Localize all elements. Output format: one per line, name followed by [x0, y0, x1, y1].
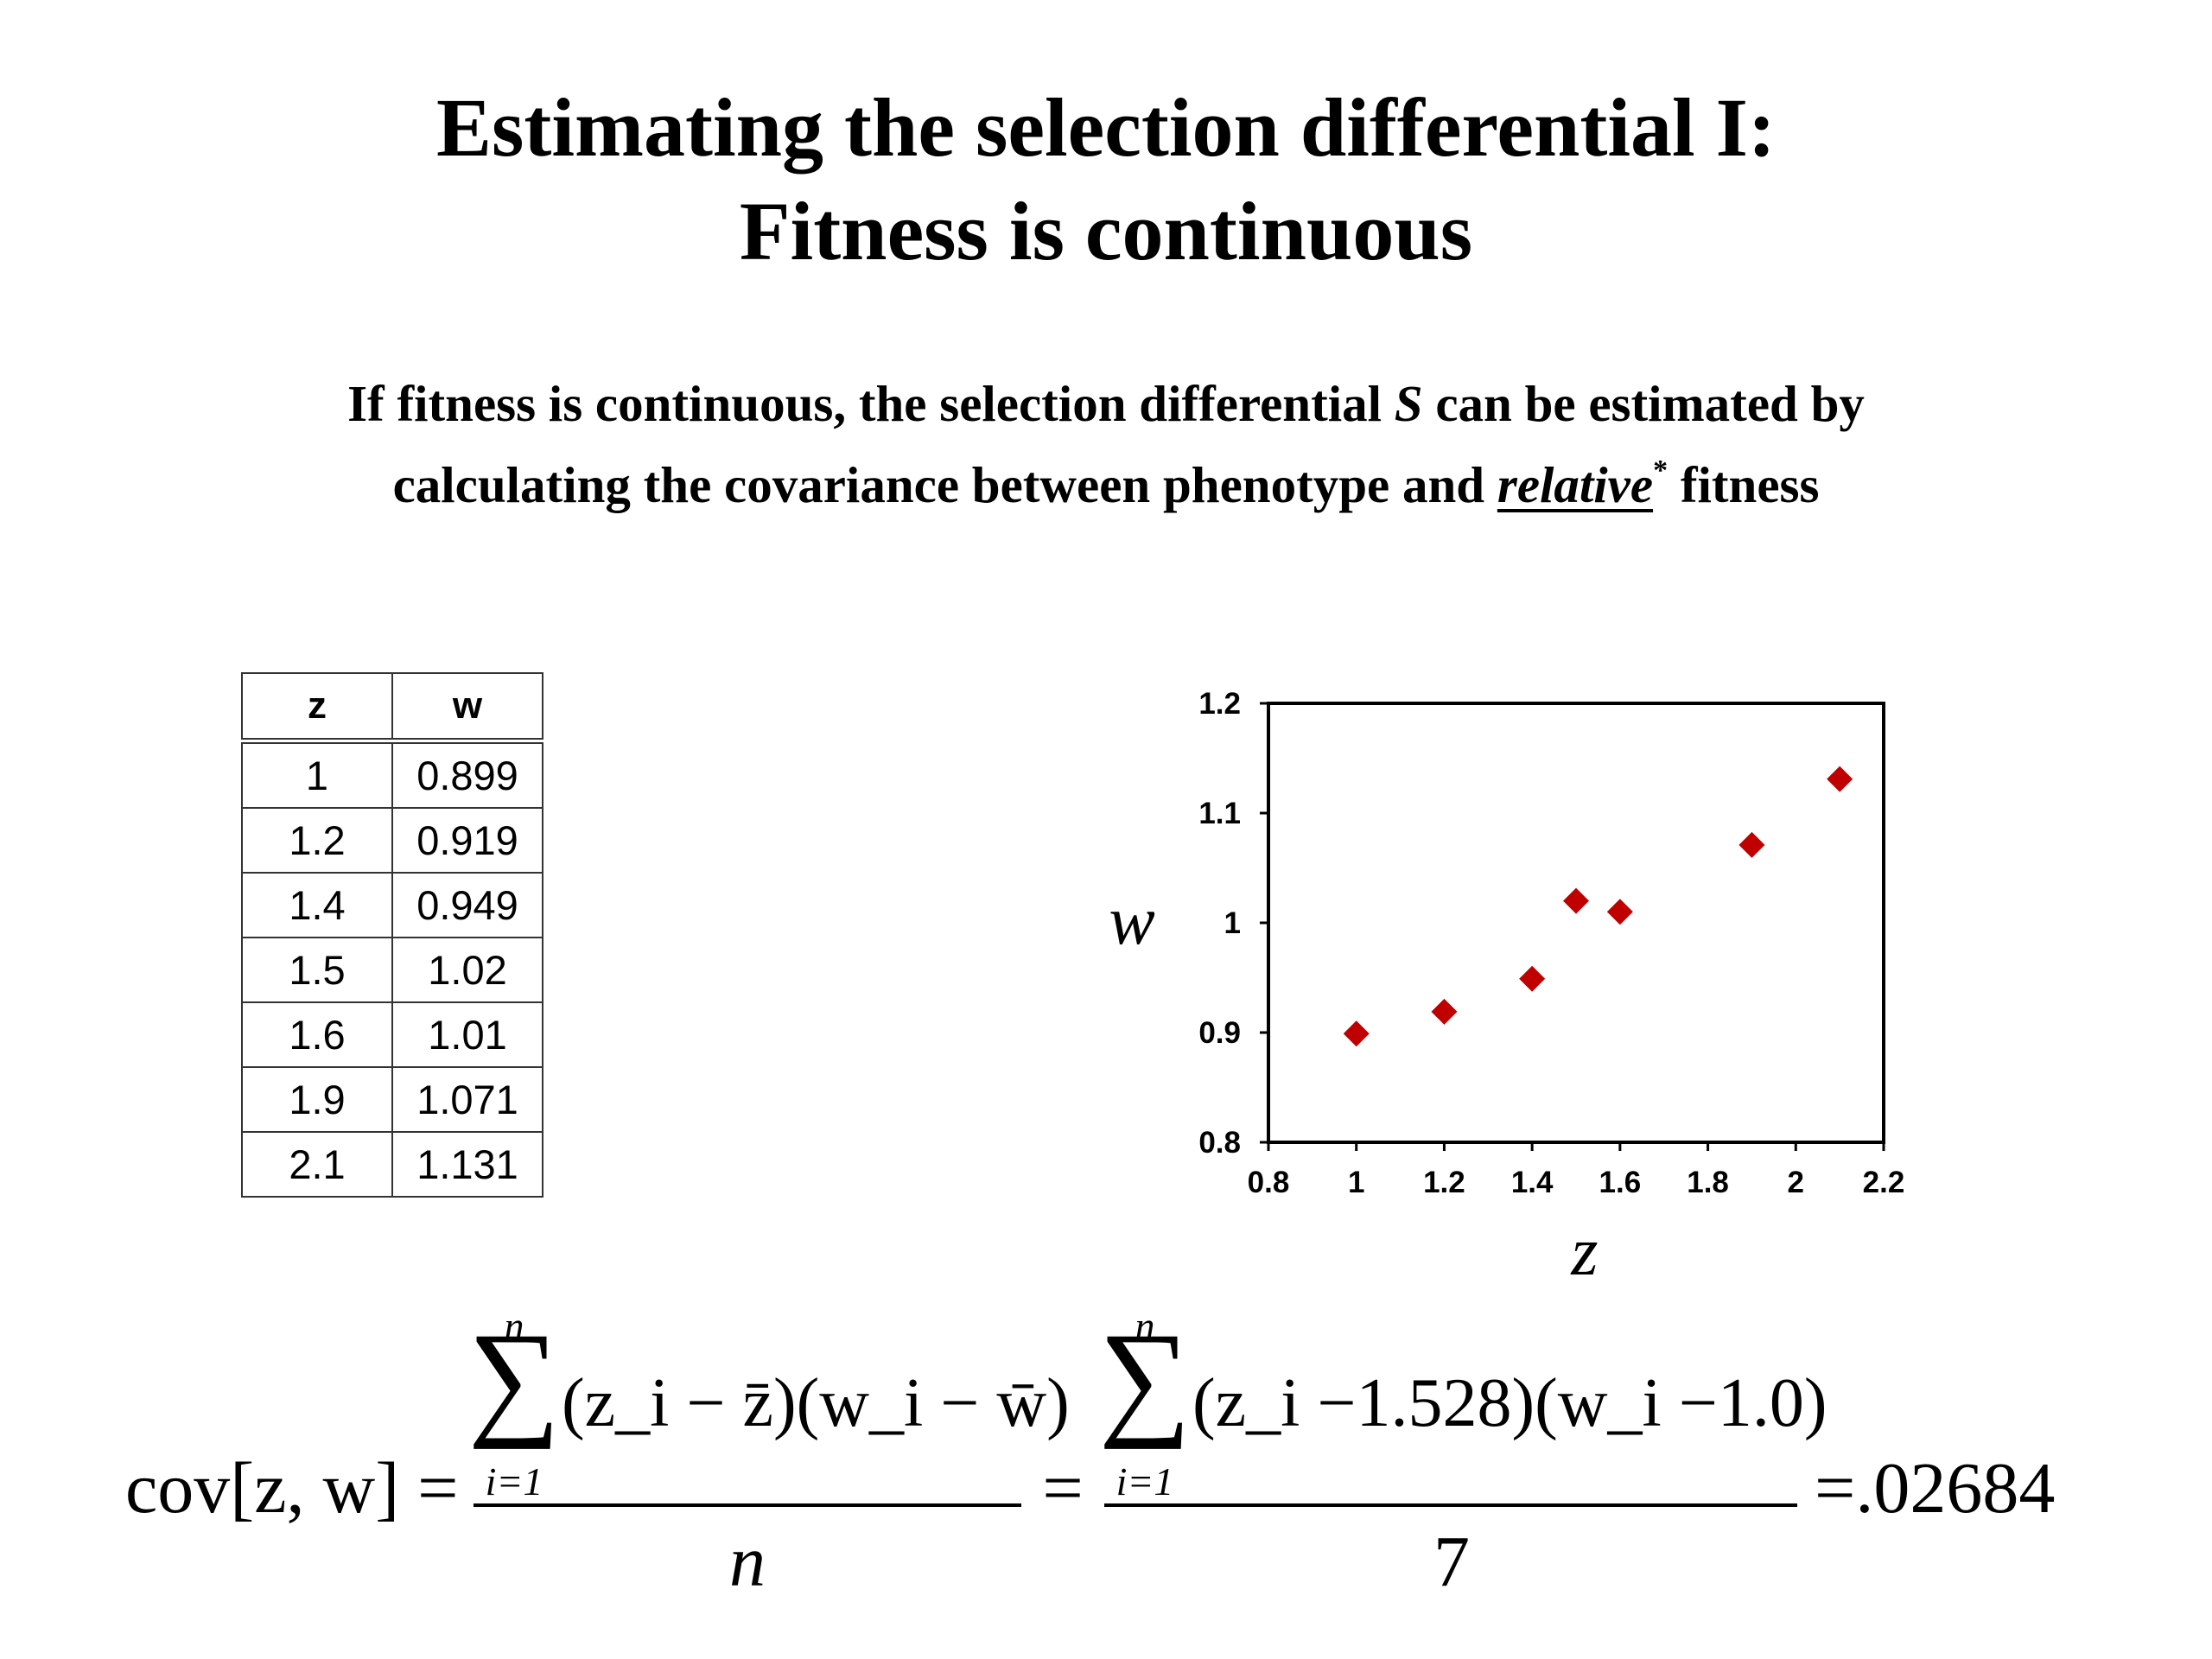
- table-cell-w: 0.919: [391, 807, 543, 874]
- table-row: 1.9 1.071: [241, 1066, 543, 1133]
- table-cell-z: 2.1: [241, 1131, 393, 1198]
- y-tick-label: 1.1: [1198, 797, 1241, 830]
- sum-upper-limit: n: [505, 1304, 524, 1348]
- table-cell-z: 1.4: [241, 872, 393, 938]
- subtitle-line1: If fitness is continuous, the selection …: [0, 370, 2212, 437]
- numerator-2: (z_i −1.528)(w_i −1.0): [1192, 1365, 1827, 1441]
- table-cell-z: 1.9: [241, 1066, 393, 1133]
- data-point: [1431, 998, 1458, 1025]
- sum-upper-limit: n: [1135, 1304, 1155, 1348]
- x-tick-label: 1.4: [1511, 1166, 1554, 1199]
- y-tick-label: 1: [1224, 906, 1241, 940]
- x-tick-label: 1.8: [1687, 1166, 1729, 1199]
- slide-title-line2: Fitness is continuous: [739, 185, 1473, 277]
- table-row: 1.4 0.949: [241, 872, 543, 938]
- table-cell-w: 0.949: [391, 872, 543, 938]
- table-cell-z: 1.5: [241, 937, 393, 1003]
- sum-lower-limit: i=1: [1116, 1459, 1174, 1503]
- slide-title-line1: Estimating the selection differential I:: [435, 81, 1776, 174]
- subtitle-asterisk: *: [1653, 454, 1669, 486]
- table-row: 1.5 1.02: [241, 937, 543, 1003]
- subtitle-symbol-S: S: [1394, 375, 1423, 432]
- table-cell-z: 1: [241, 740, 393, 809]
- denominator-1: n: [729, 1522, 766, 1602]
- subtitle-text: If fitness is continuous, the selection …: [347, 375, 1395, 432]
- y-tick-label: 0.9: [1198, 1016, 1241, 1050]
- covariance-formula: cov[z, w] = n ∑ i=1 (z_i − z̄)(w_i − w̄)…: [125, 1304, 2055, 1602]
- scatter-chart: 0.8 0.9 1 1.1 1.2 0.8 1 1.2 1.4 1.6 1.8 2 2.2 w z: [1109, 687, 1904, 1290]
- subtitle-text: can be estimated by: [1422, 375, 1865, 432]
- table-row: 1 0.899: [241, 740, 543, 809]
- numerator-1: (z_i − z̄)(w_i − w̄): [562, 1365, 1070, 1441]
- table-cell-w: 1.01: [391, 1001, 543, 1068]
- formula-lhs: cov[z, w] =: [125, 1448, 459, 1529]
- data-point: [1343, 1020, 1370, 1047]
- sigma-symbol: ∑: [468, 1306, 561, 1450]
- table-header-w: w: [391, 672, 543, 744]
- table-row: 2.1 1.131: [241, 1131, 543, 1198]
- table-row: 1.2 0.919: [241, 807, 543, 874]
- x-tick-label: 1.6: [1599, 1166, 1642, 1199]
- table-header-row: z w: [241, 672, 543, 744]
- subtitle-line2: calculating the covariance between pheno…: [0, 437, 2212, 518]
- y-tick-label: 1.2: [1198, 687, 1241, 721]
- data-point: [1827, 766, 1853, 792]
- table-cell-w: 1.02: [391, 937, 543, 1003]
- x-tick-label: 1: [1348, 1166, 1364, 1199]
- y-axis-label: w: [1109, 883, 1154, 959]
- table-cell-w: 0.899: [391, 740, 543, 809]
- x-tick-label: 0.8: [1248, 1166, 1290, 1199]
- x-axis-label: z: [1570, 1214, 1598, 1290]
- subtitle-text: fitness: [1668, 456, 1820, 513]
- denominator-2: 7: [1433, 1522, 1470, 1602]
- x-tick-label: 2: [1788, 1166, 1804, 1199]
- table-cell-w: 1.131: [391, 1131, 543, 1198]
- table-row: 1.6 1.01: [241, 1001, 543, 1068]
- y-tick-label: 0.8: [1198, 1126, 1241, 1160]
- subtitle-text: calculating the covariance between pheno…: [392, 456, 1497, 513]
- table-cell-w: 1.071: [391, 1066, 543, 1133]
- data-point: [1519, 965, 1546, 992]
- plot-frame: [1267, 702, 1885, 1144]
- table-cell-z: 1.2: [241, 807, 393, 874]
- subtitle-relative: relative: [1497, 456, 1654, 513]
- data-point: [1563, 887, 1589, 914]
- sigma-symbol: ∑: [1099, 1306, 1192, 1450]
- formula-result: =.02684: [1815, 1448, 2055, 1529]
- chart-plot-area: 0.8 0.9 1 1.1 1.2 0.8 1 1.2 1.4 1.6 1.8 2 2.2: [1198, 687, 1904, 1199]
- data-point: [1738, 831, 1765, 858]
- data-table: z w 1 0.899 1.2 0.919 1.4 0.949 1.5 1.02 1.6…: [241, 672, 543, 1198]
- data-point: [1606, 899, 1633, 925]
- equals-sign: =: [1042, 1448, 1083, 1529]
- table-cell-z: 1.6: [241, 1001, 393, 1068]
- sum-lower-limit: i=1: [486, 1459, 543, 1503]
- x-tick-label: 1.2: [1423, 1166, 1465, 1199]
- table-header-z: z: [241, 672, 393, 744]
- x-tick-label: 2.2: [1863, 1166, 1905, 1199]
